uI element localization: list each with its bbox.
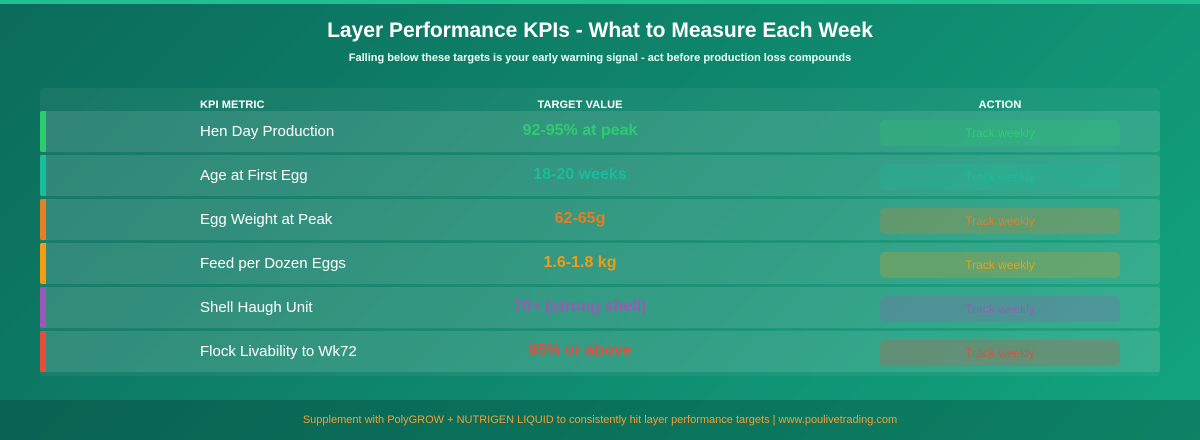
track-weekly-button[interactable]: Track weekly xyxy=(880,252,1120,278)
kpi-table: KPI METRIC TARGET VALUE ACTION Hen Day P… xyxy=(40,88,1160,376)
table-header: KPI METRIC TARGET VALUE ACTION xyxy=(40,88,1160,118)
footer-text: Supplement with PolyGROW + NUTRIGEN LIQU… xyxy=(302,414,898,426)
kpi-target-value: 18-20 weeks xyxy=(533,166,627,183)
kpi-target-value: 62-65g xyxy=(554,210,606,227)
kpi-metric-label: Shell Haugh Unit xyxy=(200,299,313,316)
row-accent-bar xyxy=(40,155,46,196)
track-weekly-button[interactable]: Track weekly xyxy=(880,296,1120,322)
footer-bar: Supplement with PolyGROW + NUTRIGEN LIQU… xyxy=(0,400,1200,440)
table-row: Shell Haugh Unit 70+ (strong shell) Trac… xyxy=(40,287,1160,328)
table-row: Age at First Egg 18-20 weeks Track weekl… xyxy=(40,155,1160,196)
row-accent-bar xyxy=(40,111,46,152)
kpi-target-value: 1.6-1.8 kg xyxy=(543,254,617,271)
table-row: Hen Day Production 92-95% at peak Track … xyxy=(40,111,1160,152)
row-accent-bar xyxy=(40,287,46,328)
track-weekly-button[interactable]: Track weekly xyxy=(880,120,1120,146)
kpi-target-value: 92-95% at peak xyxy=(522,122,638,139)
kpi-target-value: 95% or above xyxy=(528,342,632,359)
kpi-metric-label: Hen Day Production xyxy=(200,123,335,140)
top-accent-bar xyxy=(0,0,1200,4)
table-row: Feed per Dozen Eggs 1.6-1.8 kg Track wee… xyxy=(40,243,1160,284)
row-accent-bar xyxy=(40,199,46,240)
kpi-metric-label: Feed per Dozen Eggs xyxy=(200,255,346,272)
track-weekly-button[interactable]: Track weekly xyxy=(880,164,1120,190)
track-weekly-button[interactable]: Track weekly xyxy=(880,340,1120,366)
column-header-metric: KPI METRIC xyxy=(200,99,265,111)
column-header-action: ACTION xyxy=(978,99,1022,111)
page-title: Layer Performance KPIs - What to Measure… xyxy=(327,19,873,42)
kpi-metric-label: Age at First Egg xyxy=(200,167,308,184)
kpi-metric-label: Egg Weight at Peak xyxy=(200,211,333,228)
kpi-target-value: 70+ (strong shell) xyxy=(513,298,647,315)
track-weekly-button[interactable]: Track weekly xyxy=(880,208,1120,234)
column-header-target: TARGET VALUE xyxy=(537,99,623,111)
row-accent-bar xyxy=(40,331,46,372)
page-subtitle: Falling below these targets is your earl… xyxy=(348,52,852,64)
row-accent-bar xyxy=(40,243,46,284)
table-row: Flock Livability to Wk72 95% or above Tr… xyxy=(40,331,1160,372)
kpi-metric-label: Flock Livability to Wk72 xyxy=(200,343,357,360)
table-row: Egg Weight at Peak 62-65g Track weekly xyxy=(40,199,1160,240)
